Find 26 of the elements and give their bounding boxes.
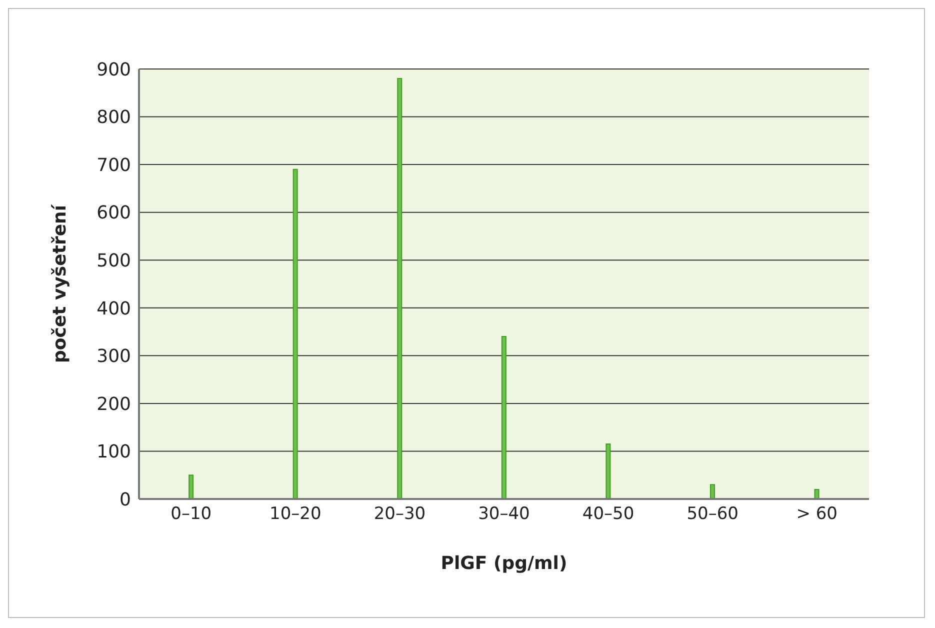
y-tick-label: 100: [96, 442, 131, 463]
y-tick-label: 400: [96, 298, 131, 320]
y-tick-label: 900: [96, 59, 131, 80]
y-tick-label: 0: [120, 489, 131, 510]
y-tick-label: 500: [96, 250, 131, 272]
x-axis-title: PlGF (pg/ml): [440, 553, 568, 574]
x-tick-label: 50–60: [686, 504, 738, 524]
bar: [188, 474, 194, 499]
x-tick-label: > 60: [796, 504, 838, 524]
y-tick-label: 200: [96, 394, 131, 415]
bar: [606, 444, 611, 499]
x-tick-label: 0–10: [170, 504, 212, 524]
x-tick-label: 10–20: [270, 504, 322, 524]
bar: [814, 488, 820, 499]
x-tick-label: 20–30: [374, 504, 426, 524]
y-tick-label: 700: [96, 154, 131, 176]
bar: [292, 168, 298, 499]
x-tick-label: 30–40: [478, 504, 530, 524]
y-axis-title: počet vyšetření: [49, 204, 70, 364]
y-tick-label: 300: [96, 346, 131, 368]
x-tick-label: 40–50: [582, 504, 634, 524]
bar: [710, 484, 715, 499]
bar: [501, 336, 506, 499]
y-tick-label: 800: [96, 107, 131, 128]
bar: [397, 78, 402, 499]
y-tick-label: 600: [96, 202, 131, 224]
